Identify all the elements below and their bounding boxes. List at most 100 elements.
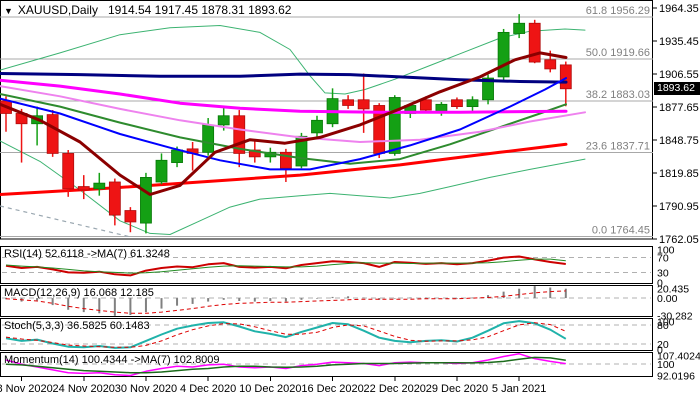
candle-29 [451,97,463,109]
candle-30 [466,96,479,112]
trendline-dashed[interactable] [0,205,131,238]
candle-body [451,99,463,108]
price-axis-label: 1877.65 [659,102,699,114]
candle-17 [264,147,277,163]
date-axis-label: 30 Nov 2020 [115,383,177,395]
candle-body [419,99,432,111]
stoch-k-line [5,320,567,349]
symbol-timeframe-label: XAUUSD,Daily [17,3,98,17]
chevron-down-icon[interactable]: ▼ [4,6,13,16]
ma-lines-layer [0,51,586,196]
rsi-axis-label: 100 [657,245,675,257]
candle-32 [497,28,510,82]
rsi-axis-label: 0 [657,278,663,290]
date-axis-label: 4 Dec 2020 [180,383,236,395]
candle-9 [140,172,152,234]
momentum-ma-line [5,356,566,374]
stoch-axis-label: 100 [657,317,675,329]
date-axis-label: 24 Nov 2020 [53,383,115,395]
candle-body [108,181,121,216]
stoch-border [0,318,653,351]
candle-1 [15,108,28,163]
candle-body [46,114,59,154]
stoch-d-line [5,322,566,348]
candle-body [497,31,510,78]
macd-signal-line [5,290,566,314]
candle-body [357,99,370,110]
candle-body [388,97,401,154]
candle-body [233,115,246,154]
stoch-axis-label: 0 [657,345,663,357]
rsi-axis-label: 70 [657,253,669,265]
candle-body [528,22,541,63]
chart-title: ▼ XAUUSD,Daily 1914.54 1917.45 1878.31 189… [4,3,291,17]
candle-8 [124,207,137,233]
candle-25 [388,95,401,156]
momentum-axis-label: 100 [657,359,675,371]
maroon-ma [0,51,568,196]
candle-body [217,115,230,126]
momentum-axis-label: 92.0196 [657,370,695,382]
date-axis-label: 16 Dec 2020 [301,383,363,395]
macd-axis-label: 20.435 [657,284,689,296]
date-axis-label: 10 Dec 2020 [239,383,301,395]
candle-7 [108,178,121,226]
price-axis-label: 1935.45 [659,36,699,48]
blue-ma [0,77,567,171]
candle-body [466,99,479,108]
candle-22 [342,95,355,109]
price-axis-label: 1964.35 [659,3,699,15]
candle-body [155,159,168,183]
candle-5 [77,175,90,200]
candle-6 [93,172,106,196]
stoch-label: Stoch(5,3,3) 36.5825 60.1483 [4,320,150,332]
date-axis-label: 29 Dec 2020 [426,383,488,395]
price-axis-label: 1762.05 [659,234,699,246]
candle-body [342,99,355,106]
candle-body [559,64,572,90]
date-axis-label: 18 Nov 2020 [0,383,53,395]
candle-33 [513,14,526,39]
macd-axis-label: -30.282 [657,311,693,323]
fib-label-61.8: 61.8 1956.29 [586,5,650,17]
candle-body [77,186,90,191]
candle-15 [233,110,246,168]
macd-label: MACD(12,26,9) 16.068 12.185 [4,287,154,299]
rsi-ma-line [5,258,566,274]
price-axis[interactable]: 1964.35 1935.45 1906.55 1877.65 1848.75 1819.… [653,3,699,246]
candle-body [544,59,557,70]
candle-19 [295,132,308,169]
stoch-axis-label: 20 [657,339,669,351]
candle-body [93,182,106,190]
candle-body [279,151,292,169]
momentum-axis-label: 107.4024 [657,351,700,363]
candle-34 [528,19,541,64]
candle-36 [559,61,572,107]
rsi-label: RSI(14) 52.6118 ->MA(7) 61.3248 [4,248,170,260]
ohlc-readout: 1914.54 1917.45 1878.31 1893.62 [107,3,292,17]
macd-axis-label: 0.00 [657,293,678,305]
candle-body [482,77,494,101]
navy-ma [0,72,568,84]
candle-2 [31,106,44,146]
candle-body [435,103,448,112]
rsi-axis-label: 30 [657,267,669,279]
lower-layer-lines [0,25,586,235]
fib-label-0.0: 0.0 1764.45 [592,224,650,236]
candle-body [124,210,137,223]
candle-body [202,124,215,153]
stoch-axis-label: 80 [657,320,669,332]
candle-10 [155,153,168,185]
candle-20 [311,115,323,139]
candle-body [248,149,261,158]
price-axis-label: 1906.55 [659,69,699,81]
fib-label-38.2: 38.2 1883.03 [586,89,650,101]
current-price-tag: 1893.62 [654,82,700,95]
